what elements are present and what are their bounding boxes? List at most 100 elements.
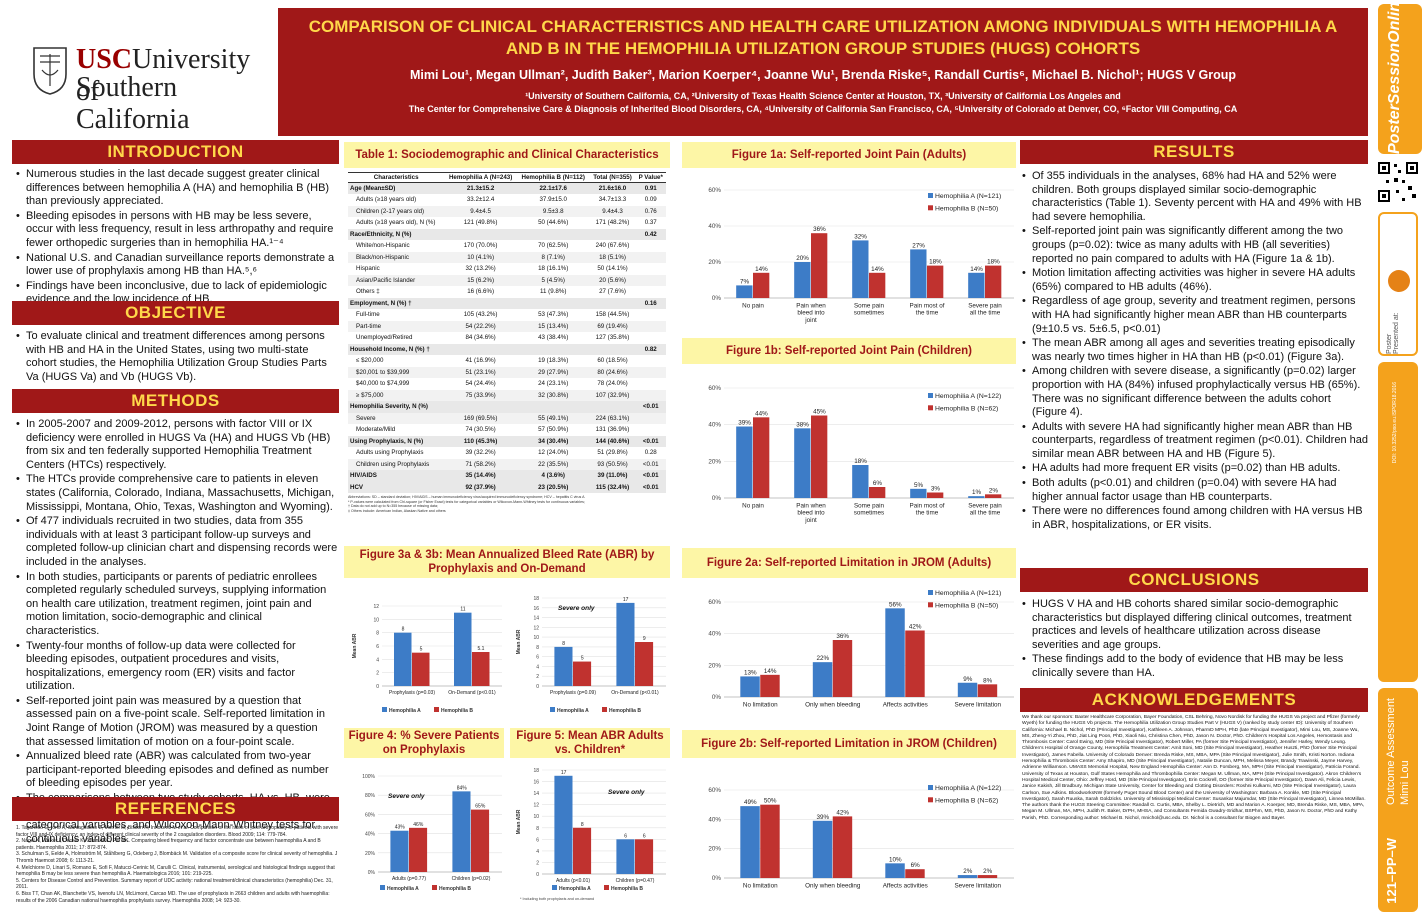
table-cell: 18 (16.1%) <box>538 265 569 273</box>
methods-bullet: In both studies, participants or parents… <box>16 571 338 639</box>
data-label: 22% <box>816 655 829 662</box>
x-tick-label: Severe pain <box>968 302 1002 309</box>
table-row: Unemployed/Retired 84 (34.6%) 43 (38.4%) 12… <box>348 332 666 344</box>
poster-session-logo[interactable]: PosterSessionOnline.com <box>1378 0 1422 154</box>
bar-hemophilia-a <box>957 875 978 878</box>
bar-hemophilia-a <box>452 791 471 872</box>
table-cell: <0.01 <box>635 481 666 493</box>
table-row: Hemophilia Severity, N (%) <0.01 <box>348 401 666 413</box>
table-row: Children (2-17 years old) 9.4±4.5 9.5±3.8 9… <box>348 205 666 217</box>
chart-annotation: Severe only <box>558 605 595 612</box>
table1-notes: Abbreviations: SD – standard deviation; … <box>348 495 666 513</box>
data-label: 18% <box>854 458 867 465</box>
legend-label: Hemophilia A <box>389 708 421 714</box>
bar-hemophilia-b <box>760 674 780 697</box>
reference-item: 6. Biss TT, Chan AK, Blanchette VS, Iwen… <box>16 890 330 904</box>
legend-swatch <box>928 393 933 398</box>
table1: Characteristics Hemophilia A (N=243) Hemop… <box>348 172 666 513</box>
y-tick-label: 0% <box>712 875 722 882</box>
y-tick-label: 0 <box>536 684 539 690</box>
table-cell: 110 (45.3%) <box>444 435 517 447</box>
table-cell: 57 (50.9%) <box>538 426 569 434</box>
table-row: Hispanic 32 (13.2%) 18 (16.1%) 50 (14.1%) <box>348 263 666 275</box>
qr-code-icon[interactable] <box>1376 160 1420 204</box>
legend-label: Hemophilia B <box>439 886 471 892</box>
table-cell: 51 (29.8%) <box>597 449 628 457</box>
bar-hemophilia-a <box>740 806 760 878</box>
table-cell <box>444 401 517 413</box>
bar-hemophilia-a <box>554 646 573 686</box>
table-cell: <0.01 <box>635 435 666 447</box>
conclusions-bullet: These findings add to the body of eviden… <box>1022 653 1368 680</box>
legend-swatch <box>380 885 385 890</box>
y-tick-label: 20% <box>708 662 721 669</box>
table-cell <box>635 251 666 263</box>
table-row: Black/non-Hispanic 10 (4.1%) 8 (7.1%) 18 (5… <box>348 251 666 263</box>
data-label: 56% <box>889 601 902 608</box>
methods-heading: METHODS <box>12 389 339 413</box>
table-row: HIV/AIDS 35 (14.4%) 4 (3.6%) 39 (11.0%) <0.0… <box>348 470 666 482</box>
affiliation-line1: ¹University of Southern California, CA, … <box>525 91 1121 101</box>
table-cell: 5 (4.5%) <box>516 274 590 286</box>
x-tick-label: all the time <box>970 510 1001 517</box>
table-cell: Severe <box>348 412 445 424</box>
table-row: $20,001 to $39,999 51 (23.1%) 29 (27.9%) 80… <box>348 366 666 378</box>
y-tick-label: 8 <box>376 631 379 637</box>
bar-hemophilia-a <box>885 608 905 697</box>
reference-item: 1. Tagariello G, Iorio A, Santagostino E… <box>16 825 339 838</box>
table-cell <box>444 297 517 309</box>
table-cell <box>635 366 666 378</box>
legend-label: Hemophilia B <box>441 708 473 714</box>
poster-header: USCUniversity of Southern California COM… <box>8 8 1368 136</box>
authors: Mimi Lou¹, Megan Ullman², Judith Baker³,… <box>409 68 1236 82</box>
x-tick-label: all the time <box>970 310 1001 317</box>
table-row: HCV 92 (37.9%) 23 (20.5%) 115 (32.4%) <0.01 <box>348 481 666 493</box>
y-tick-label: 18 <box>533 768 539 774</box>
y-tick-label: 20% <box>365 851 376 857</box>
x-tick-label: Adults (p=0.77) <box>392 876 426 882</box>
table-cell: 70 (62.5%) <box>538 242 569 250</box>
objective-heading: OBJECTIVE <box>12 301 339 325</box>
poster-session-logo-text: PosterSessionOnline.com <box>1386 0 1403 154</box>
table-row: Full-time 105 (43.2%) 53 (47.3%) 158 (44.5%… <box>348 309 666 321</box>
x-tick-label: Adults (p<0.01) <box>556 878 590 884</box>
table-cell: 10 (4.1%) <box>444 251 517 263</box>
data-label: 45% <box>813 409 826 416</box>
x-tick-label: Severe limitation <box>954 701 1001 708</box>
conclusions-heading: CONCLUSIONS <box>1020 568 1368 592</box>
table-cell: 0.09 <box>644 196 657 204</box>
legend-label: Hemophilia A (N=121) <box>935 193 1001 200</box>
y-tick-label: 4 <box>536 664 539 670</box>
table-cell: 41 (16.9%) <box>465 357 496 365</box>
data-label: 8 <box>402 627 405 633</box>
x-tick-label: sometimes <box>854 510 884 517</box>
y-tick-label: 4 <box>376 657 379 663</box>
y-tick-label: 60% <box>708 385 721 392</box>
x-tick-label: On-Demand (p<0.01) <box>611 690 659 696</box>
data-label: 2% <box>983 868 993 875</box>
table-cell: 34.7±13.3 <box>598 196 627 204</box>
y-tick-label: 6 <box>536 837 539 843</box>
table-cell: Adults using Prophylaxis <box>356 449 424 457</box>
title-band: COMPARISON OF CLINICAL CHARACTERISTICS A… <box>278 8 1368 136</box>
table-cell <box>635 320 666 332</box>
y-tick-label: 14 <box>533 616 539 622</box>
table-row: $40,000 to $74,999 54 (24.4%) 24 (23.1%) 78… <box>348 378 666 390</box>
data-label: 84% <box>457 785 468 791</box>
data-label: 14% <box>764 668 777 675</box>
data-label: 8 <box>562 641 565 647</box>
usc-logo: USCUniversity of Southern California <box>8 8 278 136</box>
table-cell: Black/non-Hispanic <box>348 251 445 263</box>
table-cell: ≥ $75,000 <box>348 389 445 401</box>
x-tick-label: Pain when <box>796 502 826 509</box>
data-label: 1% <box>972 489 982 496</box>
table-cell: White/non-Hispanic <box>356 242 410 250</box>
results-bullet: Among children with severe disease, a si… <box>1022 365 1368 419</box>
y-tick-label: 4 <box>536 849 539 855</box>
table-cell: 22.1±17.6 <box>516 182 590 194</box>
table-cell: ≤ $20,000 <box>356 357 384 365</box>
data-label: 32% <box>854 233 867 240</box>
table-cell: 74 (30.5%) <box>465 426 496 434</box>
x-tick-label: On-Demand (p<0.01) <box>448 690 496 696</box>
bar-hemophilia-a <box>968 496 985 498</box>
